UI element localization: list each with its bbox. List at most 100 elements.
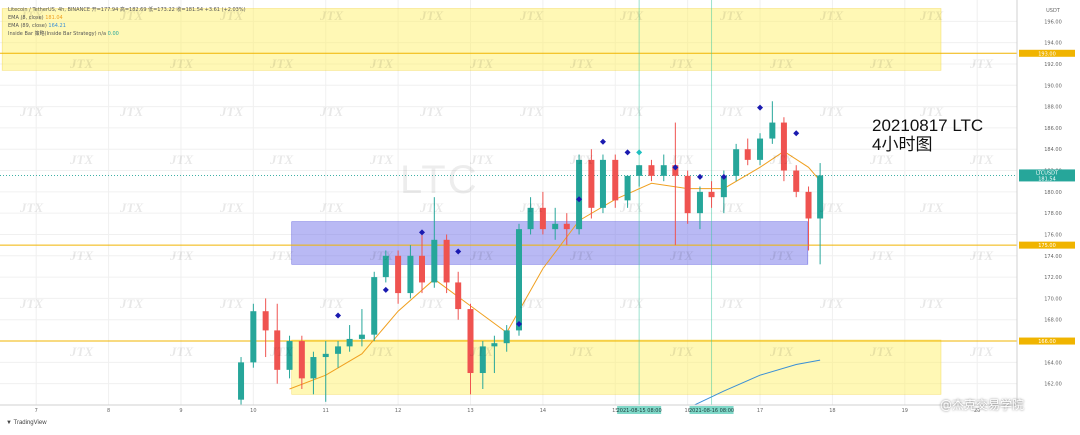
candle bbox=[636, 165, 643, 187]
y-tick-label: 168.00 bbox=[1044, 318, 1062, 324]
candle bbox=[684, 170, 691, 224]
signal-marker bbox=[576, 196, 583, 203]
legend-ema89-value: 164.21 bbox=[48, 23, 66, 29]
candle-body bbox=[395, 255, 402, 294]
demand-zone bbox=[291, 339, 942, 395]
x-tick-label: 19 bbox=[902, 408, 908, 414]
x-tick-label: 15 bbox=[612, 408, 618, 414]
candle-body bbox=[419, 255, 426, 283]
signal-markers bbox=[335, 104, 800, 327]
candle bbox=[358, 309, 365, 347]
y-tick-label: 170.00 bbox=[1044, 296, 1062, 302]
x-highlight-label: 2021-08-15 08:00 bbox=[617, 408, 662, 414]
legend-ema89: EMA (89, close) 164.21 bbox=[8, 22, 246, 30]
x-tick-label: 20 bbox=[974, 408, 980, 414]
candle-body bbox=[612, 159, 619, 201]
legend-ema8: EMA (8, close) 181.04 bbox=[8, 14, 246, 22]
candle-body bbox=[491, 343, 498, 347]
x-tick-label: 12 bbox=[395, 408, 401, 414]
candle-body bbox=[479, 346, 486, 374]
price-label-text: 166.00 bbox=[1038, 339, 1056, 345]
candle bbox=[262, 298, 269, 358]
x-tick-label: 8 bbox=[107, 408, 110, 414]
candles bbox=[238, 101, 824, 411]
x-tick-label: 11 bbox=[323, 408, 329, 414]
candle-body bbox=[310, 357, 317, 379]
support-zone bbox=[291, 221, 809, 265]
signal-marker bbox=[382, 286, 389, 293]
signal-marker bbox=[419, 229, 426, 236]
candle-body bbox=[563, 223, 570, 230]
candle bbox=[322, 341, 329, 402]
candle bbox=[576, 154, 583, 235]
candle bbox=[431, 197, 438, 288]
candle bbox=[744, 138, 751, 166]
y-tick-label: 188.00 bbox=[1044, 105, 1062, 111]
candle bbox=[817, 163, 824, 265]
y-tick-label: 196.00 bbox=[1044, 19, 1062, 25]
candle bbox=[491, 335, 498, 374]
candle-body bbox=[648, 165, 655, 176]
price-axis: USDT 162.00 164.00 166.00 168.00 170.00 172.00… bbox=[1016, 0, 1080, 405]
price-axis-bg bbox=[1017, 0, 1080, 405]
candle-body bbox=[443, 239, 450, 283]
candle-body bbox=[515, 229, 522, 331]
candle-body bbox=[286, 341, 293, 370]
y-tick-label: 172.00 bbox=[1044, 275, 1062, 281]
candle-body bbox=[250, 311, 257, 363]
candle-body bbox=[346, 338, 353, 347]
candle bbox=[733, 143, 740, 182]
candle-body bbox=[660, 165, 667, 176]
candle bbox=[503, 325, 510, 352]
candle-body bbox=[335, 346, 342, 354]
candle bbox=[612, 154, 619, 208]
candle bbox=[527, 197, 534, 235]
candle bbox=[757, 133, 764, 166]
y-tick-label: 164.00 bbox=[1044, 360, 1062, 366]
tradingview-logo: ▼ TradingView bbox=[6, 420, 47, 426]
candle bbox=[780, 117, 787, 182]
x-highlight-box bbox=[689, 406, 734, 414]
candle bbox=[443, 234, 450, 294]
candle-body bbox=[733, 149, 740, 176]
ema89-line bbox=[687, 359, 821, 409]
candle-body bbox=[552, 223, 559, 230]
candle-body bbox=[744, 149, 751, 160]
candle bbox=[455, 271, 462, 320]
resistance-zone bbox=[1, 8, 942, 71]
signal-marker bbox=[696, 173, 703, 180]
price-label-box bbox=[1019, 169, 1075, 182]
legend-strategy-value: 0.00 bbox=[107, 31, 119, 37]
price-label-text: 193.00 bbox=[1038, 51, 1056, 57]
candle bbox=[274, 303, 281, 384]
candle-body bbox=[539, 207, 546, 230]
x-tick-label: 9 bbox=[179, 408, 182, 414]
candle-body bbox=[576, 159, 583, 230]
candle-body bbox=[817, 175, 824, 219]
x-tick-label: 16 bbox=[684, 408, 690, 414]
candle bbox=[407, 245, 414, 299]
candle bbox=[250, 303, 257, 368]
price-label-box bbox=[1019, 241, 1075, 249]
candle-body bbox=[780, 122, 787, 171]
candle-body bbox=[624, 175, 631, 201]
candle-body bbox=[599, 159, 606, 208]
price-label-box bbox=[1019, 337, 1075, 345]
signal-marker bbox=[455, 248, 462, 255]
candle-body bbox=[467, 309, 474, 374]
symbol-watermark: LTC bbox=[400, 158, 479, 202]
tradingview-label: TradingView bbox=[13, 420, 47, 426]
candle-body bbox=[672, 165, 679, 176]
y-tick-label: 192.00 bbox=[1044, 62, 1062, 68]
candle bbox=[599, 154, 606, 214]
candle bbox=[660, 154, 667, 182]
y-tick-label: 186.00 bbox=[1044, 126, 1062, 132]
candle-body bbox=[636, 165, 643, 176]
candle bbox=[552, 207, 559, 240]
y-axis-unit: USDT bbox=[1046, 8, 1061, 14]
candle bbox=[335, 341, 342, 368]
candle-body bbox=[382, 255, 389, 278]
candle bbox=[588, 149, 595, 219]
candle-body bbox=[769, 122, 776, 139]
